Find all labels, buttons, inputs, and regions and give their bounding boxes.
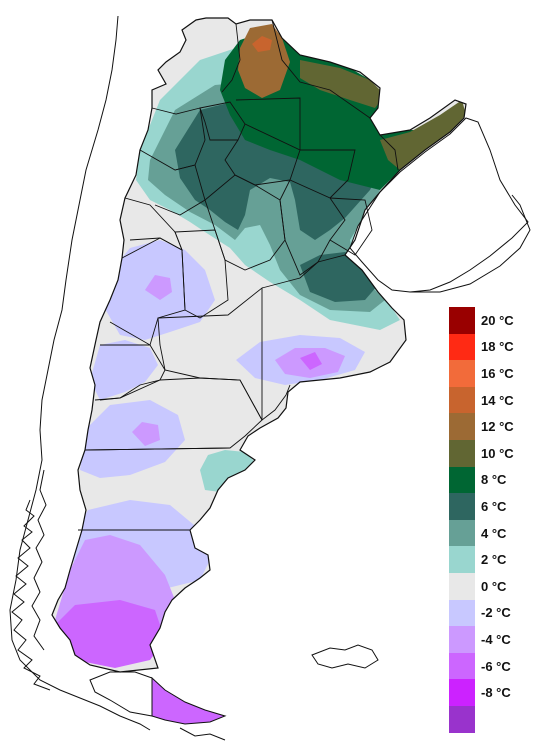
legend-row: 16 °C [449,360,529,387]
legend-label: 14 °C [481,392,514,408]
legend-row: 4 °C [449,519,529,547]
band-10c-n [300,60,385,108]
legend-row: 0 °C [449,572,529,600]
band-12c [238,24,290,98]
legend-swatch [449,439,475,467]
legend-swatch [449,386,475,414]
legend-row: -2 °C [449,599,529,627]
temperature-bands [55,24,466,668]
legend-swatch [449,493,475,520]
boundary-salta-formosa [271,19,371,119]
legend-row: 6 °C [449,493,529,520]
boundary-entrerios [329,197,373,256]
legend-label: -6 °C [481,658,511,674]
band-minus6-south [55,600,165,668]
legend-label: 0 °C [481,578,507,594]
legend-row: 18 °C [449,333,529,361]
legend-label: -8 °C [481,685,511,701]
legend-swatch [449,572,475,600]
legend-row: 2 °C [449,546,529,573]
legend-row [449,705,529,733]
legend-row: -8 °C [449,679,529,706]
legend-label: 4 °C [481,525,507,541]
boundary-rionegro [84,377,263,451]
band-minus2-central [80,400,185,478]
boundary-misiones [379,134,399,171]
islands-south [179,727,226,741]
legend-label: 16 °C [481,365,514,381]
legend-label: -2 °C [481,605,511,621]
legend-label: 2 °C [481,552,507,568]
boundary-salta-chaco [235,97,356,199]
tierra-del-fuego [151,676,227,725]
malvinas-islands [311,644,379,669]
uruguay-coast [410,194,531,293]
legend-label: -4 °C [481,631,511,647]
legend-row: 20 °C [449,307,529,334]
province-boundaries [78,19,399,531]
legend-swatch [449,599,475,627]
legend-swatch [449,413,475,440]
legend-row: 14 °C [449,386,529,414]
legend-swatch [449,307,475,334]
boundary-jujuy-salta [221,23,241,93]
band-2c-coast [200,450,255,492]
legend-label: 6 °C [481,498,507,514]
legend-row: -4 °C [449,626,529,653]
legend-row: 12 °C [449,413,529,440]
legend-label: 18 °C [481,339,514,355]
legend-label: 20 °C [481,312,514,328]
legend-swatch [449,679,475,706]
boundary-buenosaires [261,254,379,421]
legend-label: 8 °C [481,472,507,488]
legend-swatch [449,466,475,494]
chile-coast [9,15,151,731]
boundary-lrioja [139,149,206,216]
legend-row: 8 °C [449,466,529,494]
legend-swatch [449,626,475,653]
band-minus6-east [300,352,322,370]
band-10c-ne [380,100,466,170]
band-minus4-west [145,275,172,300]
band-minus4-central [132,422,160,446]
legend-label: 12 °C [481,419,514,435]
legend-swatch [449,652,475,680]
legend-swatch [449,333,475,361]
legend-swatch [449,519,475,547]
legend-label: 10 °C [481,445,514,461]
legend-swatch [449,360,475,387]
temperature-legend: 20 °C 18 °C 16 °C 14 °C 12 °C 10 °C 8 °C 6 °C 4 … [449,307,529,733]
chile-inner-coast [31,469,47,651]
legend-swatch [449,705,475,733]
legend-row: -6 °C [449,652,529,680]
boundary-chubut [78,447,231,531]
chile-archipelago [11,499,51,691]
uruguay-outline [349,117,529,293]
band-14c [252,36,272,52]
band-minus2-midwest [90,340,158,400]
tierra-del-fuego-west [89,671,153,717]
legend-row: 10 °C [449,439,529,467]
legend-swatch [449,546,475,573]
